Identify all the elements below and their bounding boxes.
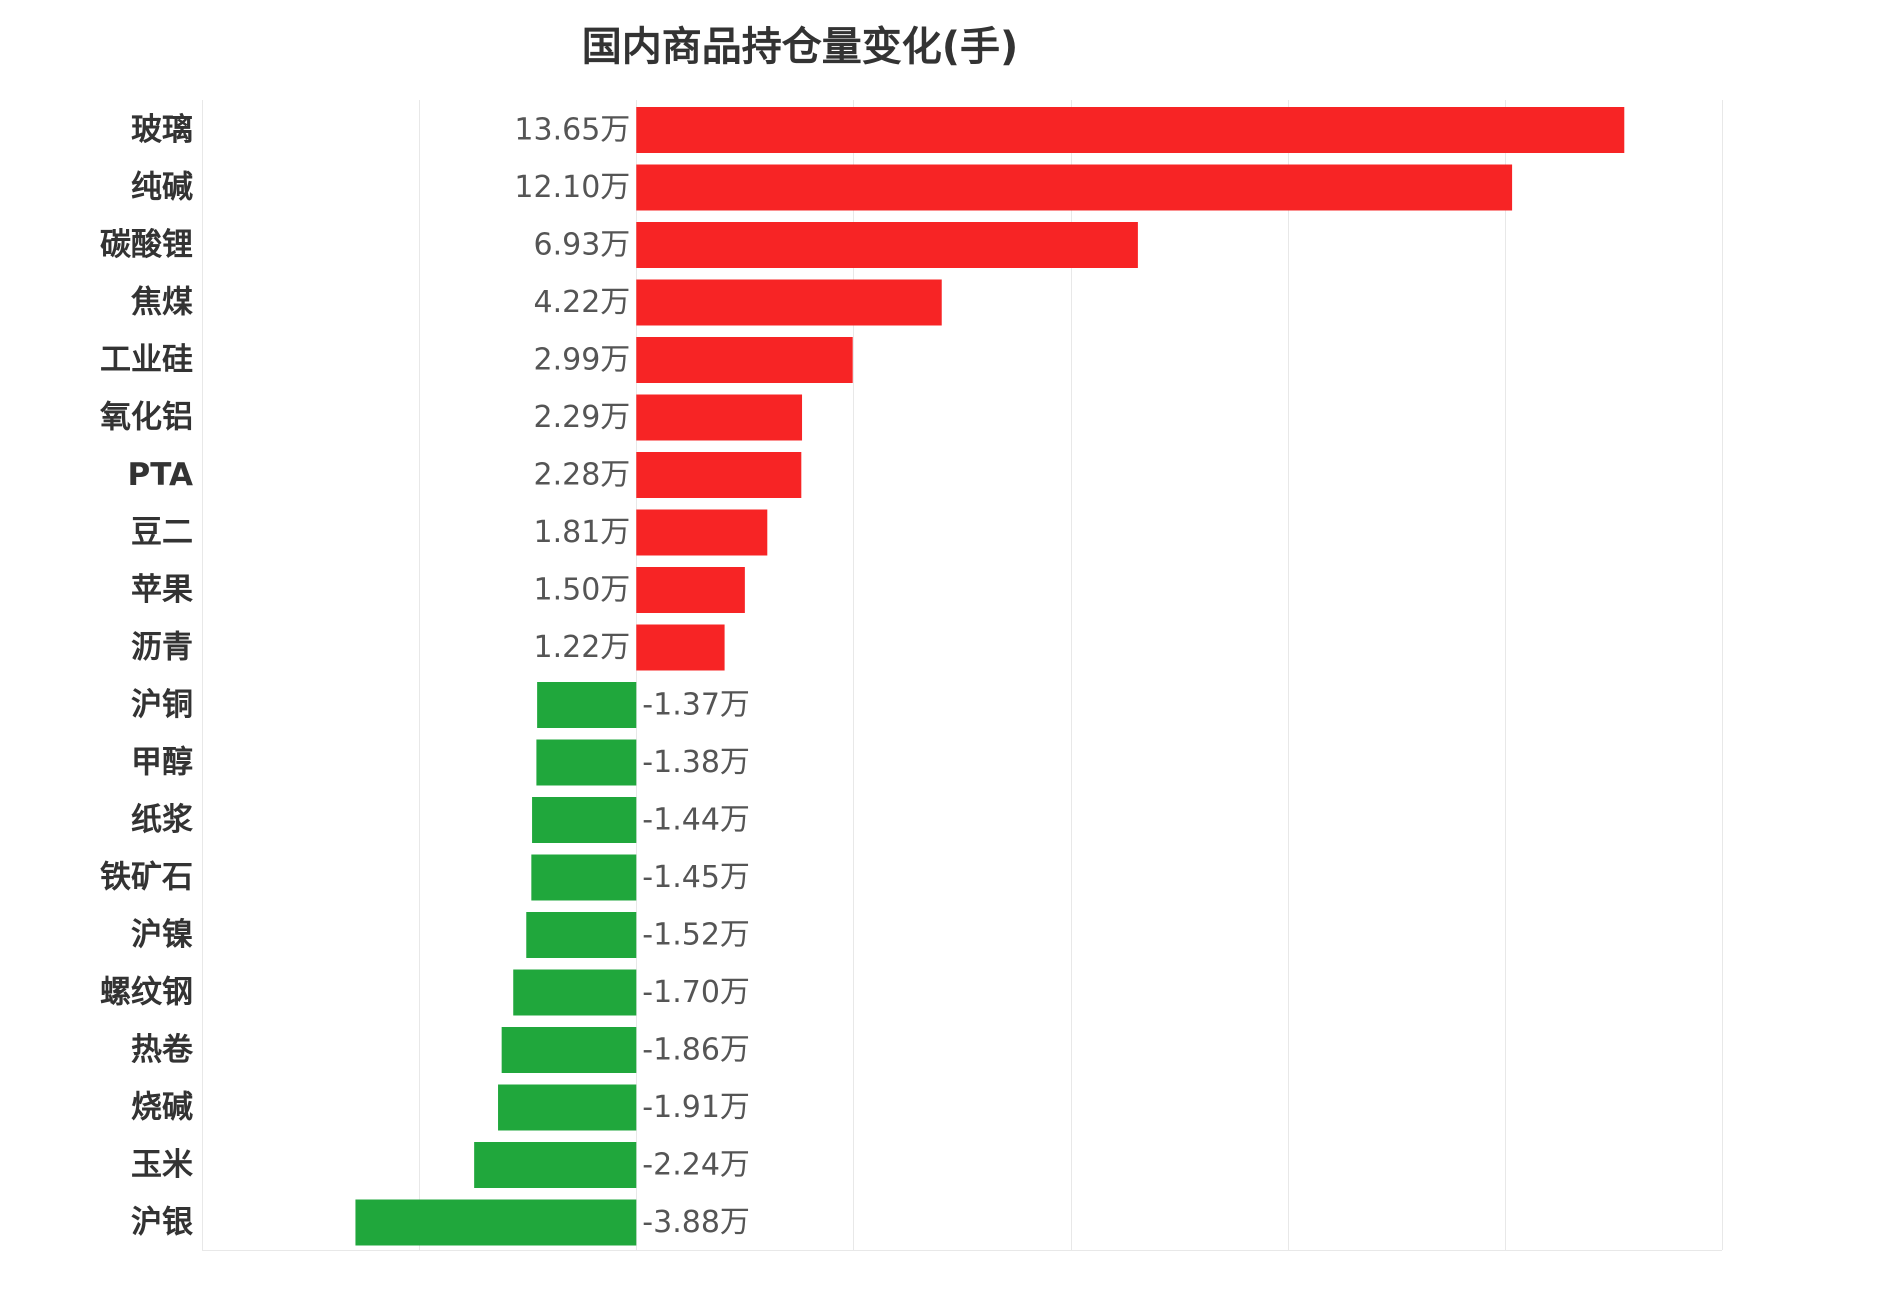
bar-6 [636,452,802,498]
bar-15 [513,969,637,1016]
bar-12 [532,797,637,843]
value-label-4: 2.99万 [533,343,630,378]
value-label-19: -3.88万 [642,1205,750,1240]
bar-3 [636,279,942,326]
value-label-13: -1.45万 [642,860,750,895]
category-label-3: 焦煤 [131,285,193,321]
bar-18 [474,1142,637,1188]
category-label-11: 甲醇 [131,745,193,781]
value-label-17: -1.91万 [642,1090,750,1125]
category-label-13: 铁矿石 [100,860,193,896]
value-label-11: -1.38万 [642,745,750,780]
value-label-6: 2.28万 [533,458,630,493]
bar-16 [501,1027,637,1073]
value-label-2: 6.93万 [533,228,630,263]
value-label-16: -1.86万 [642,1033,750,1068]
category-label-14: 沪镍 [131,917,193,953]
bar-0 [636,107,1625,153]
category-label-6: PTA [128,457,193,493]
bar-2 [636,222,1138,268]
value-label-8: 1.50万 [533,573,630,608]
value-label-1: 12.10万 [514,170,630,205]
bar-13 [531,854,637,901]
bar-11 [536,739,637,786]
value-label-7: 1.81万 [533,515,630,550]
bars [355,107,1625,1246]
bar-14 [526,912,637,958]
value-label-12: -1.44万 [642,803,750,838]
category-label-16: 热卷 [131,1032,194,1068]
value-label-0: 13.65万 [514,113,630,148]
category-label-9: 沥青 [131,630,193,666]
bar-17 [498,1084,637,1131]
bar-10 [537,682,637,728]
category-label-12: 纸浆 [131,802,193,838]
bar-9 [636,624,725,671]
category-label-10: 沪铜 [131,687,193,723]
category-label-8: 苹果 [131,572,193,608]
value-label-3: 4.22万 [533,285,630,320]
bar-8 [636,567,745,613]
bar-1 [636,164,1513,211]
bar-5 [636,394,803,441]
category-label-0: 玻璃 [131,112,193,148]
bar-19 [355,1199,637,1246]
category-label-5: 氧化铝 [100,400,193,436]
category-label-19: 沪银 [131,1205,193,1241]
value-label-9: 1.22万 [533,630,630,665]
chart-title: 国内商品持仓量变化(手) [582,24,1019,70]
grid-lines [202,100,1723,1251]
category-label-18: 玉米 [131,1147,193,1183]
category-label-15: 螺纹钢 [100,975,193,1011]
value-label-15: -1.70万 [642,975,750,1010]
category-label-17: 烧碱 [131,1090,193,1126]
value-labels: 13.65万 12.10万 6.93万 4.22万 2.99万 2.29万 2.28万 1.8… [514,113,750,1241]
bar-4 [636,337,853,383]
value-label-5: 2.29万 [533,400,630,435]
value-label-18: -2.24万 [642,1148,750,1183]
bar-7 [636,509,768,556]
value-label-14: -1.52万 [642,918,750,953]
category-label-7: 豆二 [131,515,193,551]
value-label-10: -1.37万 [642,688,750,723]
category-label-2: 碳酸锂 [100,227,193,263]
category-label-1: 纯碱 [131,170,193,206]
category-label-4: 工业硅 [100,342,193,378]
